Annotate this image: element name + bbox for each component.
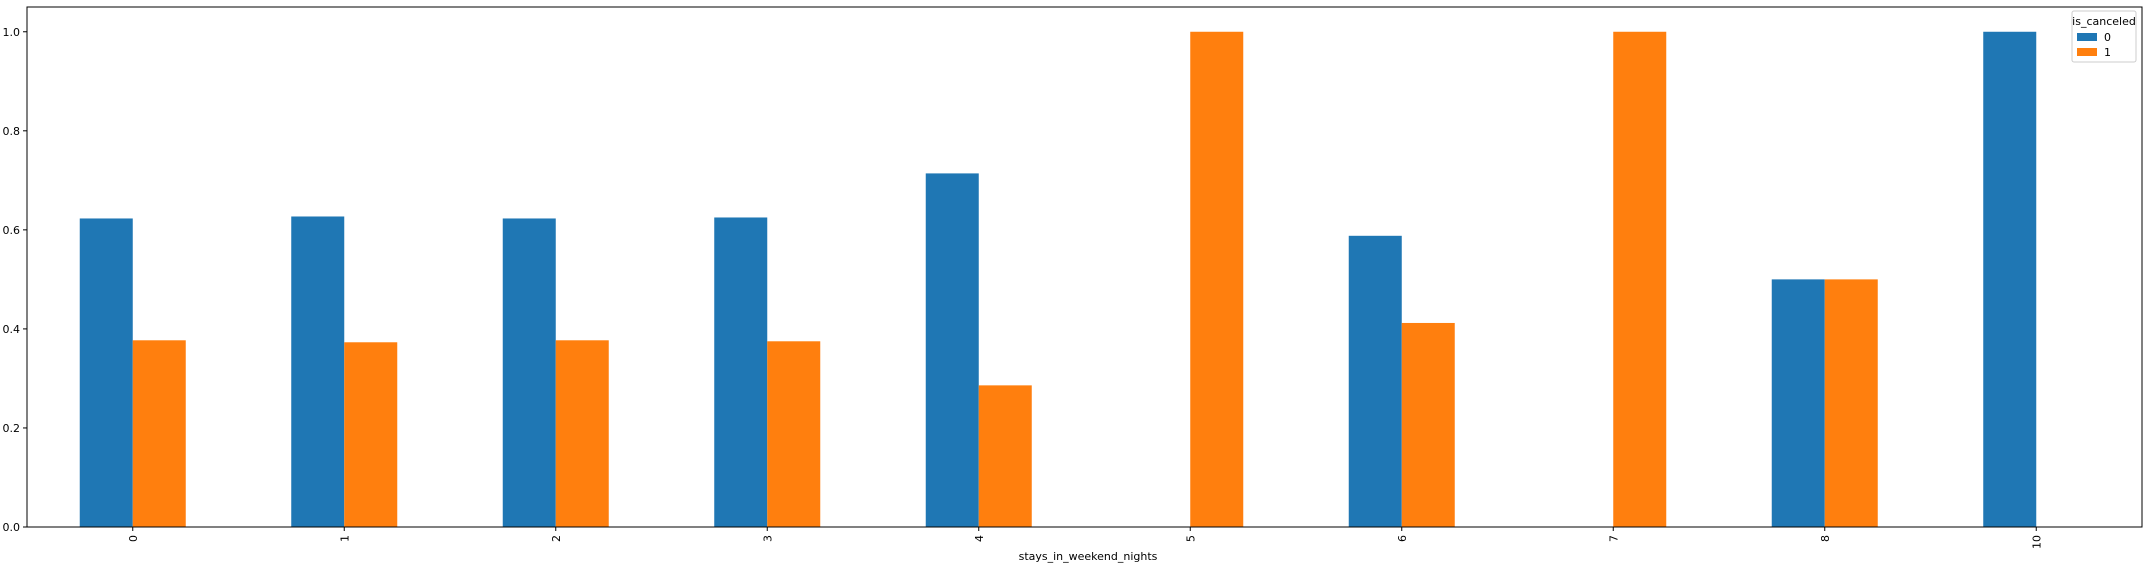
bar-series-0-cat-4 (925, 173, 979, 527)
x-tick-label: 6 (1396, 535, 1409, 542)
legend-swatch-1 (2077, 48, 2097, 56)
x-tick-label: 2 (550, 535, 563, 542)
legend-label-1: 1 (2104, 46, 2111, 59)
x-tick-label: 7 (1607, 535, 1620, 542)
bar-series-1-cat-0 (132, 340, 186, 527)
bar-series-1-cat-2 (555, 340, 609, 527)
x-tick-label: 5 (1184, 535, 1197, 542)
x-tick-label: 4 (973, 535, 986, 542)
legend-title: is_canceled (2072, 15, 2136, 28)
bar-series-0-cat-6 (1348, 235, 1402, 528)
legend-swatch-0 (2077, 33, 2097, 41)
y-tick-label: 0.8 (3, 125, 21, 138)
x-tick-label: 10 (2030, 535, 2043, 549)
bar-series-1-cat-8 (1824, 279, 1878, 527)
bar-series-1-cat-5 (1190, 31, 1244, 528)
x-tick-label: 8 (1819, 535, 1832, 542)
x-tick-label: 0 (127, 535, 140, 542)
x-axis-label: stays_in_weekend_nights (1019, 550, 1158, 563)
y-tick-label: 0.2 (3, 422, 21, 435)
bar-series-1-cat-1 (344, 342, 398, 527)
bar-series-1-cat-6 (1401, 322, 1455, 527)
bar-series-0-cat-0 (79, 218, 133, 527)
y-tick-label: 0.4 (3, 323, 21, 336)
y-tick-label: 0.6 (3, 224, 21, 237)
bar-series-1-cat-3 (767, 341, 821, 527)
bar-series-0-cat-1 (291, 216, 345, 527)
axes: 0.00.20.40.60.81.00 1 2 3 4 5 6 7 8 10 (3, 6, 2143, 549)
bar-series-0-cat-3 (714, 217, 768, 527)
x-tick-label: 3 (761, 535, 774, 542)
bar-series-0-cat-2 (502, 218, 556, 527)
bar-series-1-cat-7 (1613, 31, 1667, 528)
y-tick-label: 1.0 (3, 26, 21, 39)
x-tick-label: 1 (338, 535, 351, 542)
bar-series-1-cat-4 (978, 385, 1032, 527)
bar-series-0-cat-10 (1983, 31, 2037, 528)
legend: is_canceled 0 1 (2071, 10, 2137, 63)
plot-frame (26, 6, 2143, 528)
y-tick-label: 0.0 (3, 521, 21, 534)
plot-area (79, 31, 2037, 528)
legend-label-0: 0 (2104, 31, 2111, 44)
bar-series-0-cat-8 (1771, 279, 1825, 527)
